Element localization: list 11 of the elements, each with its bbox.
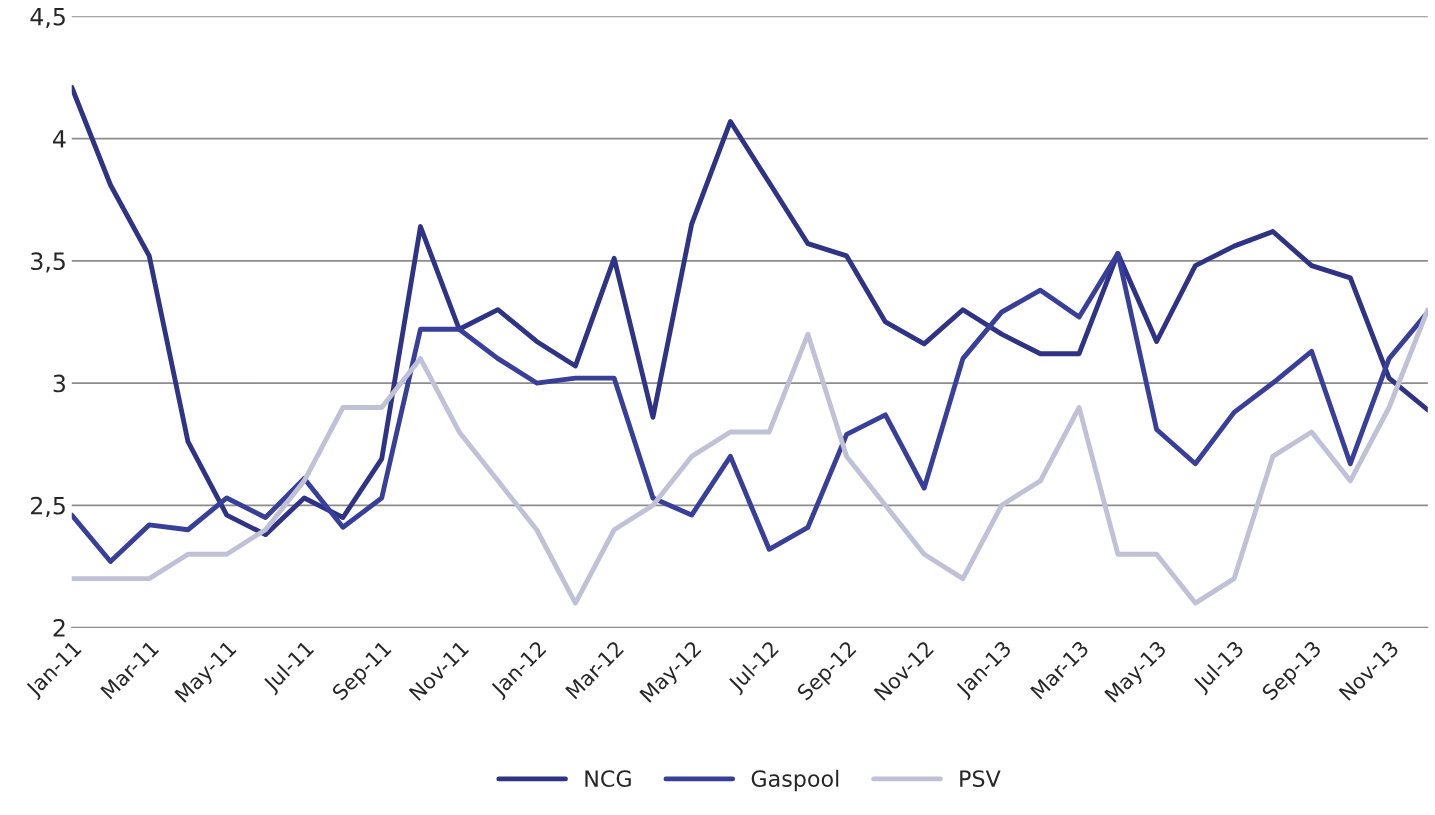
- legend-label: Gaspool: [751, 769, 839, 792]
- legend-label: NCG: [585, 770, 631, 787]
- line-series: [71, 84, 1428, 538]
- legend-label: PSV: [960, 770, 1001, 787]
- y-tick-label: 3: [53, 374, 65, 393]
- y-tick-label: 3,5: [31, 252, 65, 273]
- y-tick-label: 4: [53, 130, 66, 148]
- y-tick-label: 4,5: [30, 8, 65, 29]
- y-tick-label: 2,5: [31, 496, 65, 518]
- line-series: [71, 307, 1428, 606]
- y-tick-label: 2: [53, 619, 65, 637]
